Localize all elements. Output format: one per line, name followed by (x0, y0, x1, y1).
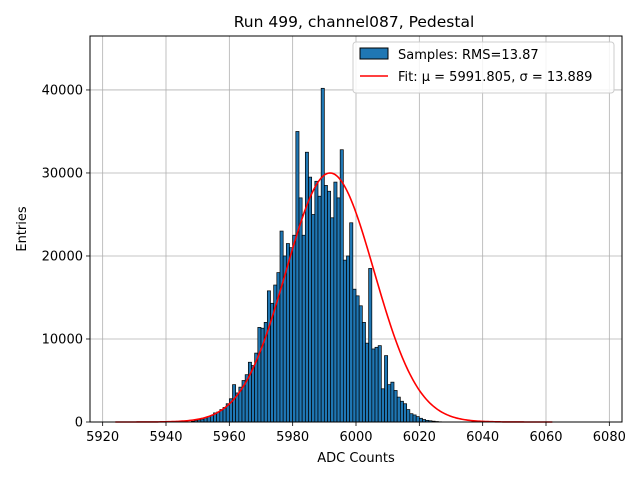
histogram-bar (390, 381, 395, 423)
x-tick-label: 5960 (213, 430, 246, 445)
histogram-bar (327, 190, 332, 423)
histogram-bar (251, 365, 256, 423)
histogram-bar (333, 181, 338, 423)
histogram-bar (371, 348, 376, 423)
histogram-bar (352, 288, 357, 423)
histogram-bars (190, 87, 458, 423)
histogram-bar (409, 413, 414, 423)
legend-samples-swatch (359, 47, 389, 60)
histogram-bar (368, 268, 373, 423)
histogram-bar (308, 176, 313, 423)
legend-fit-label: Fit: μ = 5991.805, σ = 13.889 (398, 70, 592, 85)
x-axis-label: ADC Counts (317, 451, 395, 466)
histogram-bar (355, 295, 360, 423)
histogram-bar (358, 305, 363, 423)
histogram-bar (339, 149, 344, 423)
histogram-bar (330, 217, 335, 423)
histogram-bar (418, 417, 423, 423)
histogram-bar (393, 390, 398, 423)
x-tick-label: 6000 (339, 430, 372, 445)
histogram-bar (365, 342, 370, 423)
y-axis-label: Entries (15, 206, 30, 252)
histogram-bar (320, 87, 325, 423)
legend-box (352, 41, 615, 94)
histogram-bar (301, 234, 306, 423)
histogram-bar (295, 131, 300, 423)
histogram-bar (406, 409, 411, 423)
x-tick-label: 6060 (529, 430, 562, 445)
y-tick-label: 20000 (42, 249, 83, 264)
y-axis-ticks: 0 10000 20000 30000 40000 (42, 83, 90, 431)
legend-samples-label: Samples: RMS=13.87 (398, 48, 539, 63)
histogram-bar (342, 259, 347, 423)
histogram-bar (396, 396, 401, 423)
histogram-bar (257, 327, 262, 423)
x-axis-ticks: 5920 5940 5960 5980 6000 6020 6040 6060 6080 (86, 422, 626, 445)
x-tick-label: 5940 (149, 430, 182, 445)
histogram-bar (304, 151, 309, 423)
histogram-bar (346, 255, 351, 423)
histogram-bar (311, 214, 316, 423)
histogram-bar (266, 290, 271, 423)
histogram-bar (232, 384, 237, 423)
histogram-bar (384, 355, 389, 423)
histogram-bar (317, 195, 322, 423)
histogram-bar (361, 322, 366, 423)
x-tick-label: 6080 (593, 430, 626, 445)
chart-title: Run 499, channel087, Pedestal (234, 13, 475, 31)
legend: Samples: RMS=13.87 Fit: μ = 5991.805, σ … (352, 41, 615, 94)
histogram-bar (298, 197, 303, 423)
histogram-bar (380, 388, 385, 423)
histogram-bar (279, 230, 284, 423)
gaussian-fit-curve (115, 172, 553, 423)
histogram-bar (289, 247, 294, 423)
histogram-bar (377, 345, 382, 423)
histogram-bar (349, 222, 354, 423)
y-tick-label: 0 (75, 416, 83, 431)
histogram-bar (403, 403, 408, 423)
histogram-bar (314, 180, 319, 423)
histogram-bar (292, 234, 297, 423)
y-tick-label: 10000 (42, 332, 83, 347)
x-tick-label: 6020 (403, 430, 436, 445)
x-tick-label: 6040 (466, 430, 499, 445)
histogram-bar (399, 400, 404, 423)
histogram-bar (323, 185, 328, 423)
histogram-bar (387, 384, 392, 423)
y-tick-label: 40000 (42, 83, 83, 98)
x-tick-label: 5980 (276, 430, 309, 445)
y-tick-label: 30000 (42, 166, 83, 181)
histogram-bar (374, 346, 379, 423)
histogram-bar (336, 197, 341, 423)
x-tick-label: 5920 (86, 430, 119, 445)
histogram-bar (412, 414, 417, 423)
histogram-bar (415, 416, 420, 423)
